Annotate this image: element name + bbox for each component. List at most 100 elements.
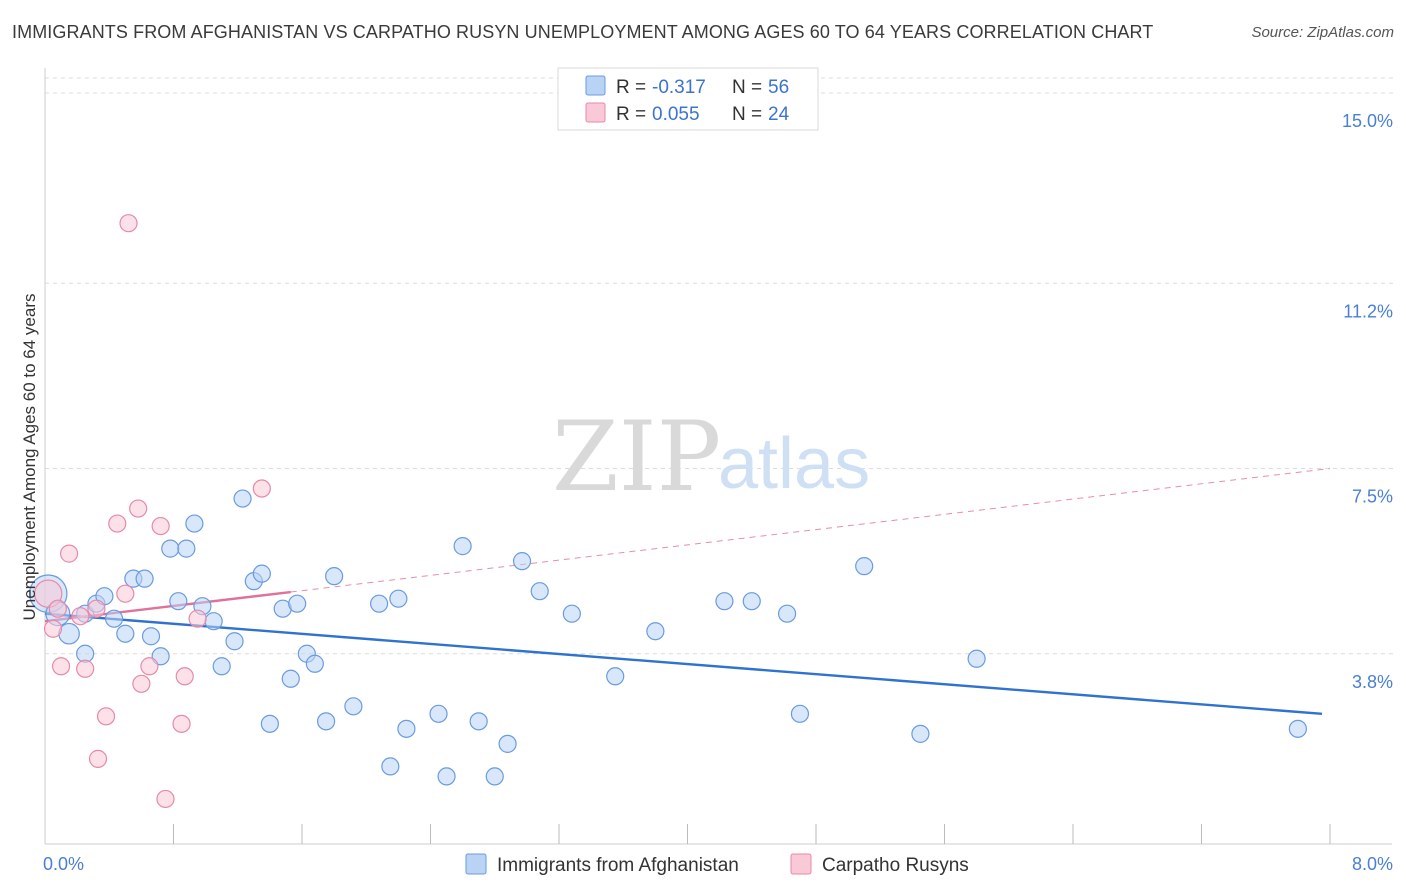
point-afghanistan	[911, 724, 930, 743]
point-rusyns	[71, 607, 90, 626]
point-rusyns	[43, 619, 63, 638]
point-afghanistan	[233, 489, 252, 508]
point-afghanistan	[58, 622, 80, 645]
point-afghanistan	[116, 624, 135, 643]
point-afghanistan	[212, 657, 231, 676]
watermark: ZIP atlas	[552, 401, 870, 513]
y-tick-label: 3.8%	[1352, 672, 1393, 692]
point-afghanistan	[562, 604, 581, 623]
point-afghanistan	[967, 649, 986, 668]
point-afghanistan	[429, 704, 448, 723]
point-afghanistan	[135, 569, 154, 588]
point-afghanistan	[252, 564, 271, 583]
point-afghanistan	[344, 697, 363, 716]
point-rusyns	[108, 514, 127, 533]
point-afghanistan	[185, 514, 204, 533]
tick-labels: 3.8% 7.5% 11.2% 15.0% 0.0% 8.0%	[43, 111, 1393, 874]
point-afghanistan	[855, 557, 874, 576]
point-afghanistan	[485, 767, 504, 786]
point-rusyns	[132, 674, 151, 693]
point-rusyns	[151, 516, 170, 536]
legend-n-label: N =	[732, 77, 762, 98]
legend-r-label: R =	[616, 77, 646, 98]
legend-n-label: N =	[732, 104, 762, 125]
point-afghanistan	[141, 627, 161, 646]
watermark-zip: ZIP	[552, 401, 721, 513]
point-rusyns	[88, 749, 108, 768]
source-label: Source: ZipAtlas.com	[1251, 24, 1394, 41]
legend-n-value: 56	[768, 77, 789, 98]
point-afghanistan	[498, 734, 517, 753]
point-rusyns	[51, 657, 71, 676]
watermark-atlas: atlas	[718, 424, 870, 504]
trend-line-afghanistan	[44, 612, 1323, 716]
bottom-legend: Immigrants from Afghanistan Carpatho Rus…	[465, 853, 969, 876]
point-afghanistan	[646, 622, 665, 641]
point-rusyns	[252, 479, 271, 498]
point-afghanistan	[742, 592, 761, 611]
y-tick-label: 7.5%	[1352, 487, 1393, 507]
point-rusyns	[87, 599, 106, 618]
point-afghanistan	[169, 592, 188, 611]
point-rusyns	[172, 714, 191, 733]
point-afghanistan	[512, 552, 532, 571]
point-rusyns	[116, 584, 135, 603]
point-afghanistan	[389, 589, 408, 608]
point-afghanistan	[530, 582, 549, 601]
y-tick-label: 15.0%	[1342, 111, 1393, 131]
trend-line-dashed-rusyns	[290, 468, 1331, 593]
point-afghanistan	[715, 592, 734, 611]
point-rusyns	[140, 657, 159, 676]
point-afghanistan	[325, 567, 344, 586]
point-rusyns	[76, 659, 95, 678]
legend-swatch-afghanistan	[585, 75, 606, 96]
bottom-legend-swatch-afghanistan	[465, 853, 487, 875]
point-afghanistan	[397, 719, 416, 738]
point-rusyns	[119, 214, 138, 233]
point-afghanistan	[381, 757, 400, 776]
point-afghanistan	[316, 712, 336, 731]
point-rusyns	[59, 544, 79, 563]
point-afghanistan	[104, 609, 124, 628]
point-rusyns	[175, 667, 194, 686]
point-afghanistan	[161, 539, 180, 558]
point-rusyns	[96, 707, 116, 726]
x-tick-label: 8.0%	[1352, 854, 1393, 874]
point-afghanistan	[469, 712, 488, 731]
data-points	[28, 214, 1307, 809]
point-afghanistan	[204, 612, 223, 631]
point-afghanistan	[453, 537, 472, 556]
y-tick-label: 11.2%	[1343, 301, 1393, 321]
legend-swatch-rusyns	[585, 102, 606, 123]
point-afghanistan	[790, 704, 810, 723]
point-afghanistan	[777, 604, 797, 623]
point-afghanistan	[260, 714, 279, 733]
legend: R = -0.317 N = 56 R = 0.055 N = 24	[557, 67, 819, 131]
point-afghanistan	[1288, 719, 1307, 738]
legend-r-value: -0.317	[652, 77, 706, 98]
legend-r-label: R =	[616, 104, 646, 125]
legend-r-value: 0.055	[652, 104, 700, 125]
bottom-legend-swatch-rusyns	[790, 853, 812, 875]
bottom-legend-label-rusyns: Carpatho Rusyns	[822, 855, 969, 876]
point-afghanistan	[281, 669, 300, 688]
point-rusyns	[48, 599, 67, 618]
gridlines	[45, 77, 1395, 655]
point-afghanistan	[288, 594, 307, 613]
y-axis-label: Unemployment Among Ages 60 to 64 years	[20, 294, 39, 621]
legend-n-value: 24	[768, 104, 790, 125]
point-afghanistan	[225, 632, 244, 651]
point-rusyns	[156, 789, 175, 809]
bottom-legend-label-afghanistan: Immigrants from Afghanistan	[497, 855, 739, 876]
point-rusyns	[129, 499, 148, 518]
point-afghanistan	[606, 667, 625, 686]
chart-title: IMMIGRANTS FROM AFGHANISTAN VS CARPATHO …	[12, 22, 1154, 42]
point-rusyns	[188, 609, 207, 628]
point-afghanistan	[370, 594, 389, 613]
point-afghanistan	[305, 654, 324, 673]
point-afghanistan	[437, 767, 456, 786]
point-afghanistan	[177, 539, 196, 558]
x-tick-label: 0.0%	[43, 854, 84, 874]
axes	[44, 68, 1392, 845]
